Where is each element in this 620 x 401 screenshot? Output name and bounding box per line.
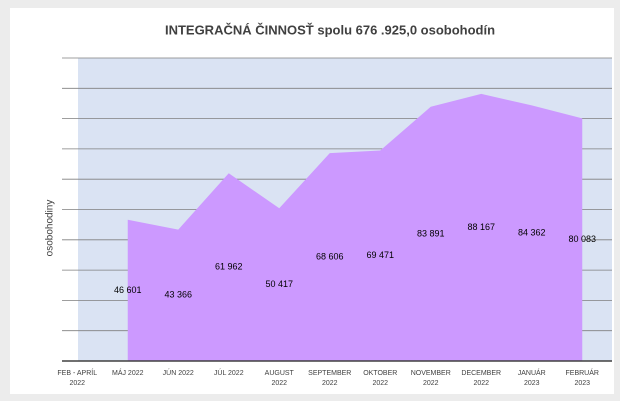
area [127,93,583,361]
data-label: 50 417 [265,279,293,289]
chart-title: INTEGRAČNÁ ČINNOSŤ spolu 676 .925,0 osob… [165,22,495,37]
x-tick-label: FEBRUÁR 2023 [566,368,599,387]
data-label: 61 962 [215,262,243,272]
data-label: 80 083 [568,234,596,244]
data-label: 69 471 [366,250,394,260]
x-tick-label: DECEMBER 2022 [461,370,501,387]
x-tick-label: SEPTEMBER 2022 [308,370,351,387]
x-tick-label: OKTOBER 2022 [363,370,397,387]
data-label: 43 366 [164,290,192,300]
x-tick-label: AUGUST 2022 [265,370,295,387]
data-label: 84 362 [518,228,546,238]
x-tick-label: FEB - APRÍL 2022 [57,368,97,387]
x-tick-label: NOVEMBER 2022 [411,370,451,387]
x-tick-label: JÚL 2022 [214,368,244,377]
data-label: 83 891 [417,228,445,238]
x-tick-label: JÚN 2022 [163,368,194,377]
x-tick-label: MÁJ 2022 [112,368,144,377]
data-label: 68 606 [316,251,344,261]
x-tick-label: JANUÁR 2023 [518,368,546,387]
data-label: 88 167 [467,222,495,232]
y-axis-title: osobohodiny [45,200,56,257]
data-label: 46 601 [114,285,142,295]
